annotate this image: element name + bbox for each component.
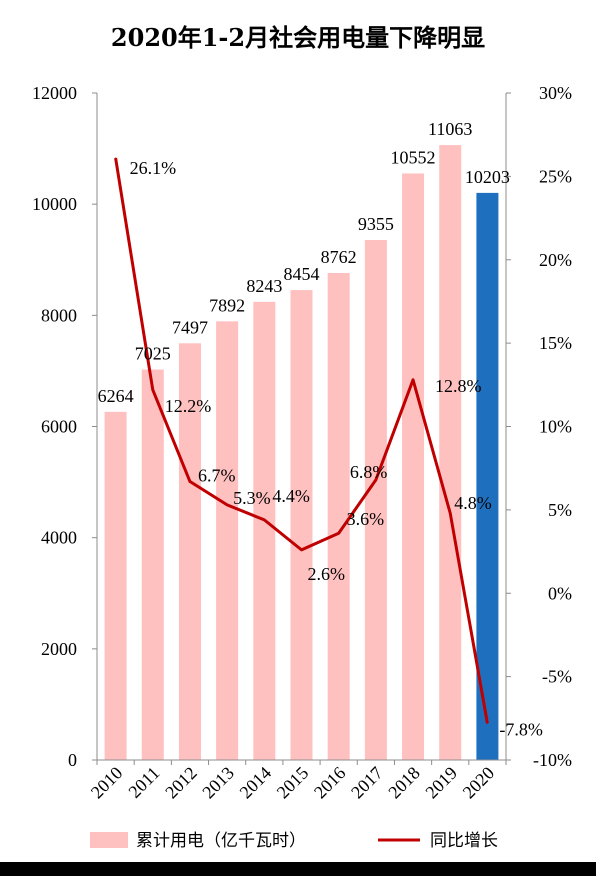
y-right-tick-label: 0% bbox=[548, 583, 572, 603]
y-left-tick-label: 2000 bbox=[41, 639, 77, 659]
legend: 累计用电（亿千瓦时） 同比增长 bbox=[90, 831, 498, 851]
x-tick-label-2015: 2015 bbox=[273, 763, 313, 803]
x-tick-label-2014: 2014 bbox=[236, 763, 276, 803]
y-right-tick-label: 10% bbox=[539, 417, 572, 437]
bar-value-label-2018: 10552 bbox=[391, 147, 436, 167]
bar-2012 bbox=[178, 343, 201, 760]
x-tick-label-2020: 2020 bbox=[459, 763, 499, 803]
y-left-tick-label: 6000 bbox=[41, 417, 77, 437]
bar-2019 bbox=[439, 145, 462, 760]
legend-label-bar: 累计用电（亿千瓦时） bbox=[136, 831, 306, 851]
growth-value-label-2012: 6.7% bbox=[198, 466, 236, 486]
bar-2018 bbox=[402, 173, 425, 760]
growth-value-label-2013: 5.3% bbox=[233, 488, 270, 508]
bar-2017 bbox=[364, 240, 387, 760]
growth-value-label-2016: 3.6% bbox=[347, 509, 385, 529]
y-left-tick-label: 4000 bbox=[41, 528, 77, 548]
bar-value-label-2012: 7497 bbox=[172, 317, 208, 337]
bar-2011 bbox=[141, 369, 164, 760]
y-right-tick-label: 5% bbox=[548, 500, 572, 520]
y-left-tick-label: 12000 bbox=[32, 83, 77, 103]
x-tick-label-2017: 2017 bbox=[347, 763, 387, 803]
growth-point-2013 bbox=[226, 504, 228, 506]
growth-value-label-2018: 12.8% bbox=[435, 376, 482, 396]
bar-2020 bbox=[476, 192, 499, 761]
y-right-tick-label: -5% bbox=[542, 667, 572, 687]
bar-2015 bbox=[290, 290, 313, 760]
growth-line-layer bbox=[114, 157, 489, 724]
y-right-tick-label: 30% bbox=[539, 83, 572, 103]
x-tick-label-2016: 2016 bbox=[310, 763, 350, 803]
growth-value-label-2019: 4.8% bbox=[454, 493, 492, 513]
growth-value-label-2010: 26.1% bbox=[130, 158, 177, 178]
x-tick-label-2019: 2019 bbox=[421, 763, 461, 803]
growth-point-2010 bbox=[115, 157, 117, 159]
growth-point-2019 bbox=[449, 512, 451, 514]
bar-value-label-2011: 7025 bbox=[135, 344, 171, 364]
growth-value-label-2017: 6.8% bbox=[350, 462, 388, 482]
legend-swatch-bar bbox=[90, 832, 128, 848]
y-left-tick-label: 8000 bbox=[41, 305, 77, 325]
bar-2014 bbox=[253, 301, 276, 760]
y-left-tick-label: 10000 bbox=[32, 194, 77, 214]
y-right-tick-label: -10% bbox=[533, 750, 572, 770]
bar-value-label-2019: 11063 bbox=[428, 119, 472, 139]
x-tick-label-2013: 2013 bbox=[198, 763, 238, 803]
bar-2013 bbox=[216, 321, 239, 760]
growth-point-2012 bbox=[189, 481, 191, 483]
bar-value-label-2017: 9355 bbox=[358, 214, 394, 234]
x-tick-label-2011: 2011 bbox=[124, 763, 163, 802]
bars-layer bbox=[104, 145, 499, 761]
bar-value-label-2010: 6264 bbox=[98, 386, 134, 406]
growth-value-label-2015: 2.6% bbox=[308, 564, 346, 584]
growth-point-2020 bbox=[486, 722, 488, 724]
growth-value-label-2011: 12.2% bbox=[165, 396, 212, 416]
growth-value-label-2020: -7.8% bbox=[499, 719, 542, 739]
y-left-tick-label: 0 bbox=[68, 750, 77, 770]
bar-value-label-2014: 8243 bbox=[246, 276, 282, 296]
bar-value-label-2016: 8762 bbox=[321, 247, 357, 267]
growth-value-label-2014: 4.4% bbox=[272, 486, 310, 506]
bar-value-label-2020: 10203 bbox=[465, 167, 510, 187]
x-tick-label-2018: 2018 bbox=[384, 763, 424, 803]
chart-title: 2020年1-2月社会用电量下降明显 bbox=[110, 23, 486, 52]
y-right-tick-label: 25% bbox=[539, 166, 572, 186]
growth-point-2016 bbox=[338, 532, 340, 534]
growth-point-2018 bbox=[412, 379, 414, 381]
axes-layer: 0 2000 4000 6000 8000 10000 12000 -10% -5% 0% 5% 10… bbox=[32, 83, 572, 802]
bottom-bar bbox=[0, 862, 596, 876]
growth-point-2014 bbox=[263, 519, 265, 521]
bar-2016 bbox=[327, 272, 350, 760]
x-tick-label-2012: 2012 bbox=[161, 763, 201, 803]
y-right-tick-label: 20% bbox=[539, 250, 572, 270]
y-right-tick-label: 15% bbox=[539, 333, 572, 353]
growth-point-2015 bbox=[301, 549, 302, 551]
x-tick-label-2010: 2010 bbox=[87, 763, 127, 803]
bar-value-label-2013: 7892 bbox=[209, 295, 245, 315]
bar-2010 bbox=[104, 411, 127, 760]
legend-label-line: 同比增长 bbox=[430, 831, 498, 851]
bar-value-label-2015: 8454 bbox=[284, 264, 320, 284]
growth-point-2017 bbox=[375, 479, 377, 481]
growth-point-2011 bbox=[152, 389, 154, 391]
